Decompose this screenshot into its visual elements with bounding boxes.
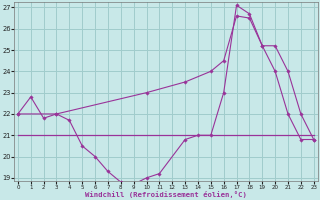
X-axis label: Windchill (Refroidissement éolien,°C): Windchill (Refroidissement éolien,°C) — [85, 191, 247, 198]
